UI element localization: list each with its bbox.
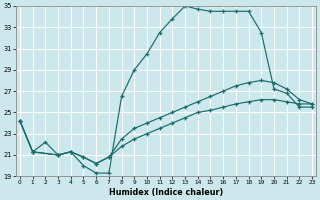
- X-axis label: Humidex (Indice chaleur): Humidex (Indice chaleur): [109, 188, 223, 197]
